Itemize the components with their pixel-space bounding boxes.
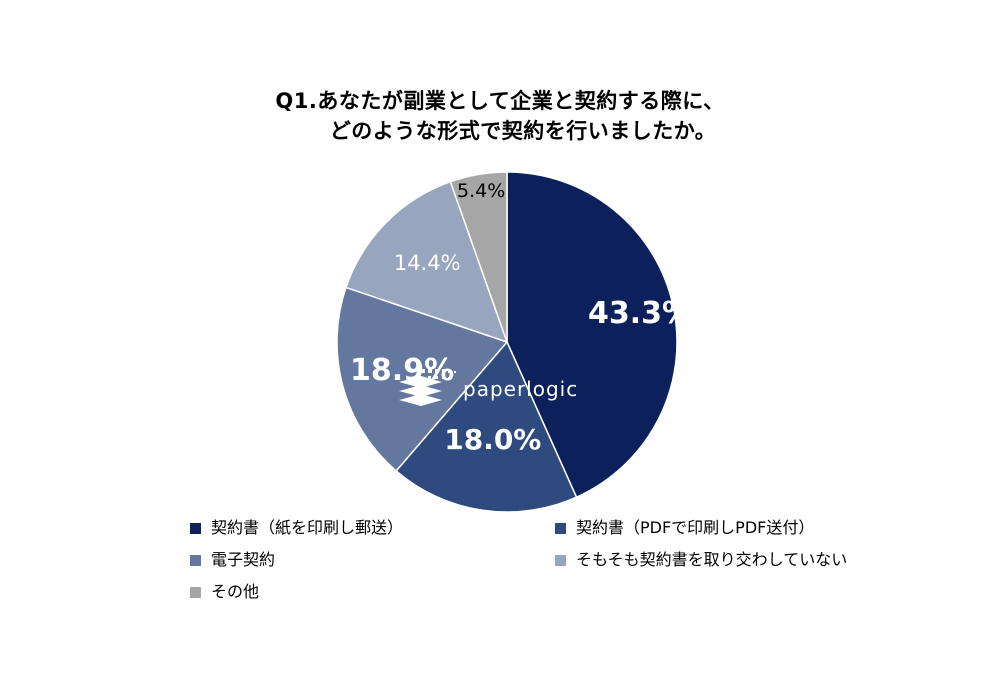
paperlogic-logo-icon xyxy=(399,369,456,406)
pie-slice-4 xyxy=(345,180,509,344)
pie-slice-5 xyxy=(449,171,508,343)
chart-title-line-2: どのような形式で契約を行いましたか。 xyxy=(329,119,717,143)
chart-title-line-1: Q1.あなたが副業として企業と契約する際に、 xyxy=(275,89,725,113)
pie-slice-2 xyxy=(395,340,578,513)
paperlogic-logo: paperlogic xyxy=(399,369,578,406)
chart-title: Q1.あなたが副業として企業と契約する際に、 どのような形式で契約を行いましたか… xyxy=(0,86,1000,146)
pie-label-4: 14.4% xyxy=(394,251,461,275)
pie-labels: 43.3%18.0%18.9%14.4%5.4% xyxy=(350,180,692,456)
pie-slice-1 xyxy=(506,171,678,499)
paperlogic-logo-text: paperlogic xyxy=(463,377,578,401)
pie-label-5: 5.4% xyxy=(457,180,505,202)
pie-slices xyxy=(336,171,678,513)
pie-label-1: 43.3% xyxy=(588,296,692,331)
pie-label-2: 18.0% xyxy=(444,423,541,456)
